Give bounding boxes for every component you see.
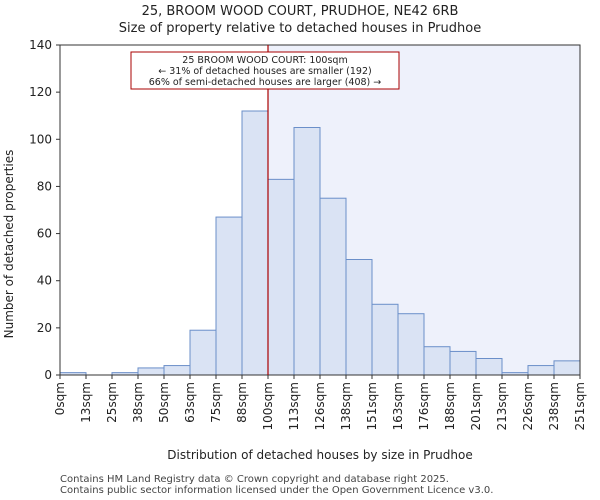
x-tick-label-38sqm: 38sqm [131, 382, 145, 423]
x-tick-label-113sqm: 113sqm [287, 382, 301, 430]
bar-151sqm [371, 303, 399, 376]
annotation-line-3: 66% of semi-detached houses are larger (… [149, 77, 382, 88]
chart-title: 25, BROOM WOOD COURT, PRUDHOE, NE42 6RB [142, 4, 459, 19]
y-tick-label-20: 20 [37, 321, 52, 335]
bar-126sqm [319, 197, 347, 376]
y-tick-label-100: 100 [29, 132, 52, 146]
bar-201sqm [475, 358, 503, 376]
y-axis-label: Number of detached properties [2, 150, 16, 339]
bar-113sqm [293, 127, 321, 376]
x-tick-label-151sqm: 151sqm [365, 382, 379, 430]
bar-163sqm [397, 313, 425, 376]
x-tick-label-13sqm: 13sqm [79, 382, 93, 423]
x-tick-label-50sqm: 50sqm [157, 382, 171, 423]
x-tick-label-238sqm: 238sqm [547, 382, 561, 430]
annotation-box: 25 BROOM WOOD COURT: 100sqm ← 31% of det… [130, 51, 400, 90]
x-tick-label-138sqm: 138sqm [339, 382, 353, 430]
x-tick-label-213sqm: 213sqm [495, 382, 509, 430]
x-tick-label-126sqm: 126sqm [313, 382, 327, 430]
x-tick-label-88sqm: 88sqm [235, 382, 249, 423]
footer-line-2: Contains public sector information licen… [60, 485, 494, 496]
bar-100sqm [267, 178, 295, 376]
annotation-line-2: ← 31% of detached houses are smaller (19… [158, 66, 371, 77]
footer-line-1: Contains HM Land Registry data © Crown c… [60, 474, 449, 485]
bar-188sqm [449, 350, 477, 376]
y-tick-label-120: 120 [29, 85, 52, 99]
chart-subtitle: Size of property relative to detached ho… [119, 21, 481, 36]
y-tick-label-140: 140 [29, 38, 52, 52]
x-tick-label-188sqm: 188sqm [443, 382, 457, 430]
bar-88sqm [241, 110, 269, 376]
bar-63sqm [189, 329, 217, 376]
bar-138sqm [345, 259, 373, 376]
y-tick-label-60: 60 [37, 227, 52, 241]
x-tick-label-100sqm: 100sqm [261, 382, 275, 430]
footer: Contains HM Land Registry data © Crown c… [60, 474, 493, 496]
y-tick-label-40: 40 [37, 274, 52, 288]
bar-50sqm [163, 365, 191, 376]
bar-75sqm [215, 216, 243, 376]
y-tick-label-80: 80 [37, 179, 52, 193]
x-tick-label-251sqm: 251sqm [573, 382, 587, 430]
x-tick-label-0sqm: 0sqm [53, 382, 67, 415]
annotation-line-1: 25 BROOM WOOD COURT: 100sqm [182, 55, 347, 66]
x-axis-label: Distribution of detached houses by size … [167, 448, 472, 462]
x-tick-label-63sqm: 63sqm [183, 382, 197, 423]
bar-38sqm [137, 367, 165, 376]
x-tick-label-75sqm: 75sqm [209, 382, 223, 423]
y-tick-label-0: 0 [44, 368, 52, 382]
x-tick-label-176sqm: 176sqm [417, 382, 431, 430]
bar-176sqm [423, 346, 451, 376]
x-tick-label-25sqm: 25sqm [105, 382, 119, 423]
x-tick-label-226sqm: 226sqm [521, 382, 535, 430]
bar-226sqm [527, 365, 555, 376]
x-tick-label-163sqm: 163sqm [391, 382, 405, 430]
bar-238sqm [553, 360, 581, 376]
x-tick-label-201sqm: 201sqm [469, 382, 483, 430]
